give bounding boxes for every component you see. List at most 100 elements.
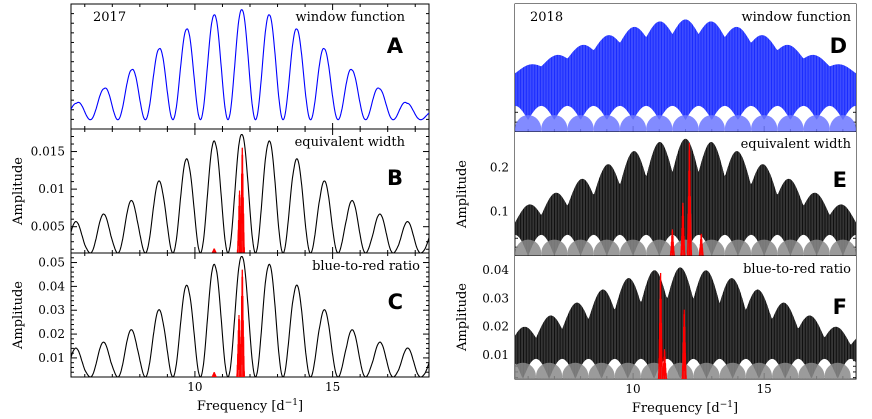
- lobe: [719, 362, 746, 379]
- panel-B-letter: B: [387, 166, 403, 190]
- x-tick-label: 15: [757, 382, 772, 396]
- panel-B-series: [71, 133, 429, 253]
- y-axis-title-C: Amplitude: [11, 281, 26, 350]
- lobe: [541, 115, 568, 132]
- red-peak: [681, 309, 687, 379]
- panel-F-ticks: 0.01 0.02 0.03 0.04 10 15: [482, 256, 856, 396]
- panel-D-letter: D: [830, 34, 847, 58]
- panel-F-letter: F: [833, 295, 847, 319]
- lobe: [803, 115, 830, 132]
- panel-B-ticks: 0.005 0.01 0.015: [31, 128, 429, 253]
- lobe: [724, 115, 752, 132]
- panel-C-title: blue-to-red ratio: [312, 259, 420, 274]
- panel-E-title: equivalent width: [741, 137, 852, 152]
- lobe: [751, 115, 778, 132]
- panel-D: 2018 window function D: [514, 3, 857, 133]
- lobe: [745, 362, 773, 379]
- lobe: [824, 362, 851, 379]
- lobe: [777, 239, 804, 256]
- lobe: [562, 362, 589, 379]
- panel-E-series: [515, 132, 856, 256]
- lobe: [698, 239, 725, 256]
- panel-D-title: window function: [742, 10, 852, 25]
- panel-F-series: [515, 256, 856, 379]
- panel-A-year: 2017: [93, 10, 126, 25]
- lobe: [593, 239, 620, 256]
- panel-E: 0.1 0.2 equivalent width E: [490, 131, 857, 257]
- lobe: [829, 115, 856, 132]
- panel-B: 0.005 0.01 0.015 equivalent width B: [31, 128, 430, 254]
- panel-E-red-series: [669, 143, 704, 256]
- red-peak: [669, 229, 676, 256]
- lobe: [515, 239, 542, 256]
- x-tick-label: 15: [325, 380, 340, 394]
- lobe: [751, 239, 778, 256]
- y-tick-label: 0.04: [38, 279, 65, 293]
- panel-A-title: window function: [296, 10, 406, 25]
- dense-envelope: [515, 19, 856, 121]
- lobe: [803, 239, 830, 256]
- panel-E-letter: E: [833, 168, 847, 192]
- y-tick-label: 0.015: [31, 145, 65, 159]
- lobe: [672, 115, 699, 132]
- dense-envelope: [515, 138, 856, 256]
- red-peak: [661, 349, 668, 379]
- y-tick-label: 0.01: [38, 182, 65, 196]
- red-peak: [236, 190, 243, 253]
- x-axis-title-right: Frequency [d−1]: [632, 400, 738, 416]
- lobe: [772, 362, 799, 379]
- panel-F-title: blue-to-red ratio: [743, 262, 851, 277]
- y-tick-label: 0.01: [482, 348, 509, 362]
- lobe: [777, 115, 804, 132]
- y-tick-label: 0.03: [38, 303, 65, 317]
- y-tick-label: 0.01: [38, 351, 65, 365]
- mask-above: [515, 256, 856, 345]
- lobe: [672, 239, 699, 256]
- y-axis-title-F: Amplitude: [455, 283, 470, 352]
- x-tick-label: 10: [187, 380, 202, 394]
- mask-above: [515, 132, 856, 223]
- panel-C-ticks: 0.01 0.02 0.03 0.04 0.05 10 15: [38, 252, 429, 394]
- panel-C-series: [71, 255, 429, 377]
- y-axis-title-E: Amplitude: [455, 160, 470, 229]
- lobe: [667, 362, 694, 379]
- lobe: [515, 362, 536, 379]
- y-tick-label: 0.04: [482, 263, 509, 277]
- lobe: [515, 115, 542, 132]
- lobe: [535, 362, 563, 379]
- y-tick-label: 0.1: [490, 205, 509, 219]
- y-tick-label: 0.02: [482, 320, 509, 334]
- x-axis-title-left: Frequency [d−1]: [197, 398, 303, 414]
- panel-A-series: [71, 9, 429, 121]
- lobe: [646, 115, 673, 132]
- panel-A: 2017 window function A: [70, 3, 430, 130]
- panel-C-letter: C: [388, 290, 403, 314]
- red-peak: [211, 372, 217, 377]
- panel-F-red-series: [657, 272, 687, 379]
- panel-B-red-series: [211, 147, 246, 253]
- panel-D-series: [515, 4, 856, 132]
- lobe: [614, 362, 641, 379]
- lobe: [619, 115, 647, 132]
- lobe: [619, 239, 647, 256]
- panel-D-year: 2018: [530, 10, 563, 25]
- y-tick-label: 0.03: [482, 291, 509, 305]
- lobe: [646, 239, 673, 256]
- panel-B-title: equivalent width: [295, 135, 406, 150]
- lobe: [698, 115, 725, 132]
- lobe: [829, 239, 856, 256]
- lobe: [724, 239, 752, 256]
- lobe: [588, 362, 615, 379]
- panel-C-red-series: [211, 269, 246, 377]
- y-tick-label: 0.02: [38, 327, 65, 341]
- dense-envelope: [515, 267, 856, 379]
- y-tick-label: 0.005: [31, 220, 65, 234]
- lobe: [798, 362, 825, 379]
- y-tick-label: 0.05: [38, 256, 65, 270]
- x-tick-label: 10: [625, 382, 640, 396]
- panel-F: 0.01 0.02 0.03 0.04 10 15 blue-to-red ratio F: [482, 255, 857, 396]
- lobe: [567, 239, 594, 256]
- lobe: [541, 239, 568, 256]
- panel-A-letter: A: [387, 34, 404, 58]
